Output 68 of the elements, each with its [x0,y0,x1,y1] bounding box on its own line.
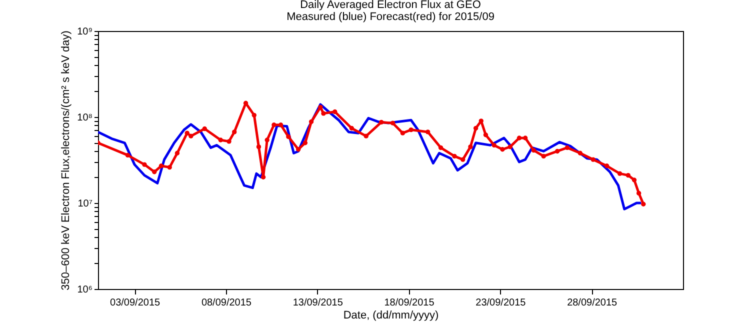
point [641,202,646,206]
point [188,134,194,138]
x-axis-title: Date, (dd/mm/yyyy) [343,310,439,322]
point [286,134,291,140]
point [202,126,207,132]
point [174,150,180,156]
point [604,164,610,168]
point [379,120,384,125]
point [218,138,223,142]
point [564,145,570,150]
point [460,157,466,162]
point [278,122,284,128]
x-tick-label: 13/09/2015 [292,298,344,308]
point [332,109,338,114]
point [152,170,157,174]
x-tick-label: 28/09/2015 [567,298,618,308]
point [473,126,478,131]
point [554,148,560,154]
x-tick-label: 18/09/2015 [384,298,435,308]
point [636,190,642,196]
point [492,142,496,148]
y-tick-label: 10⁸ [77,112,92,124]
point [626,172,630,178]
chart-subtitle: Measured (blue) Forecast(red) for 2015/09 [286,11,494,23]
point [400,130,406,136]
point [260,174,266,180]
point [184,130,190,136]
point [483,132,488,138]
point [541,154,546,159]
point [632,178,637,182]
point [516,136,522,140]
chart-title: Daily Averaged Electron Flux at GEO [300,0,482,11]
point [531,148,536,153]
point [522,136,528,140]
point [296,147,301,152]
point [125,152,130,158]
point [468,144,473,150]
point [256,144,262,150]
point [500,147,505,152]
point [617,171,622,176]
point [578,150,583,156]
y-tick-label: 10⁷ [78,198,93,210]
point [508,144,512,150]
point [425,130,430,134]
x-tick-label: 08/09/2015 [201,298,252,308]
point [364,134,368,138]
point [158,164,164,168]
point [232,130,237,134]
point [226,139,232,144]
point [167,164,172,170]
y-tick-label: 10⁹ [77,26,92,38]
x-tick-label: 03/09/2015 [110,298,161,308]
point [252,112,256,118]
point [272,122,276,128]
point [264,138,270,142]
x-tick-label: 23/09/2015 [476,298,526,308]
point [321,111,326,116]
point [142,162,147,167]
point [302,140,308,146]
point [390,120,396,126]
point [349,126,354,131]
point [438,145,444,150]
point [408,127,414,132]
point [452,154,457,159]
y-tick-label: 10⁶ [77,284,92,296]
y-axis-title: 350–600 keV Electron Flux,electrons/(cm² s keV day) [60,30,72,290]
point [308,119,314,124]
point [590,157,596,162]
